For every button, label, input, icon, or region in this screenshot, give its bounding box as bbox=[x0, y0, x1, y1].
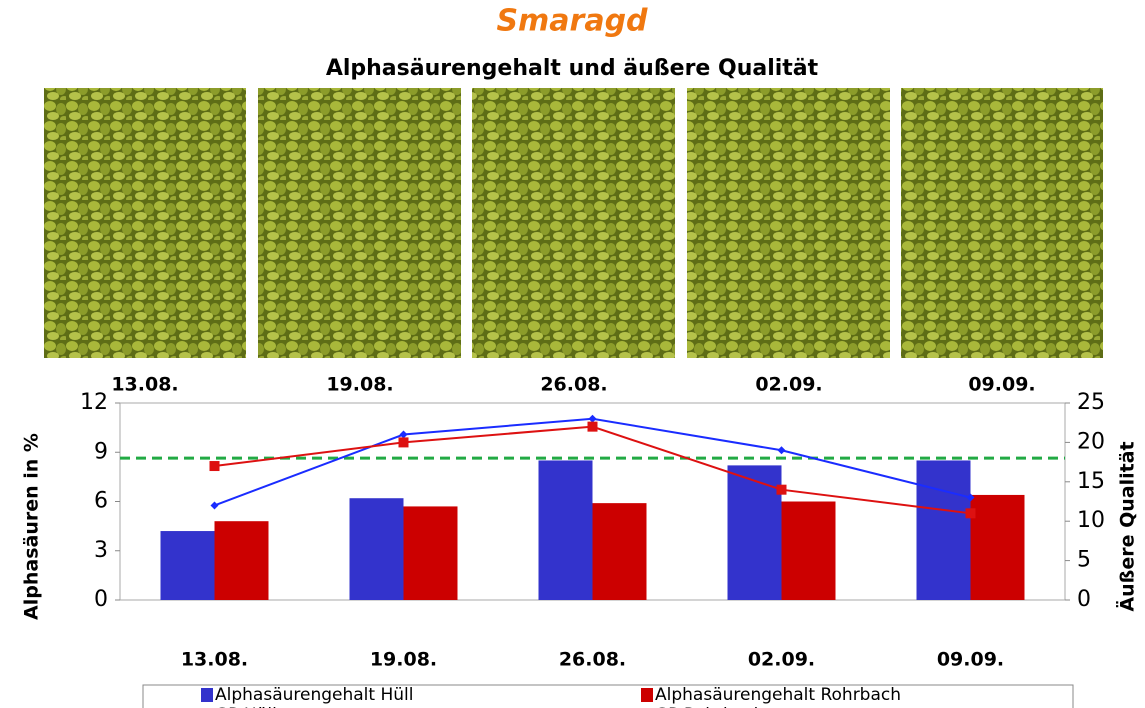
marker bbox=[210, 501, 219, 510]
marker bbox=[587, 421, 598, 432]
y-tick-label: 9 bbox=[94, 439, 108, 464]
marker bbox=[777, 446, 786, 455]
bar bbox=[538, 460, 593, 600]
x-tick-label: 13.08. bbox=[181, 649, 248, 671]
chart-subtitle: Alphasäurengehalt und äußere Qualität bbox=[326, 56, 819, 81]
marker bbox=[209, 461, 220, 472]
marker bbox=[776, 484, 787, 495]
bar bbox=[727, 465, 782, 600]
marker bbox=[966, 493, 975, 502]
photo-label: 19.08. bbox=[326, 374, 393, 396]
legend-label: GP Rohrbach bbox=[655, 705, 764, 708]
legend-label: Alphasäurengehalt Hüll bbox=[215, 685, 413, 705]
photo-label: 13.08. bbox=[111, 374, 178, 396]
y2-tick-label: 15 bbox=[1077, 469, 1105, 494]
legend-swatch bbox=[201, 688, 213, 702]
legend-swatch bbox=[641, 688, 653, 702]
y-tick-label: 3 bbox=[94, 538, 108, 563]
marker bbox=[965, 508, 976, 519]
bar bbox=[214, 521, 269, 600]
photo-label: 09.09. bbox=[968, 374, 1035, 396]
photo-label: 02.09. bbox=[755, 374, 822, 396]
legend-label: GP Hüll bbox=[215, 705, 277, 708]
y-tick-label: 12 bbox=[80, 390, 108, 415]
y2-axis-label: Äußere Qualität bbox=[1115, 441, 1139, 611]
bar bbox=[916, 460, 971, 600]
photo bbox=[258, 88, 461, 358]
bar bbox=[403, 506, 458, 600]
y2-tick-label: 25 bbox=[1077, 390, 1105, 415]
photo-label: 26.08. bbox=[540, 374, 607, 396]
chart-title: Smaragd bbox=[496, 4, 648, 39]
photo bbox=[472, 88, 675, 358]
y-axis-label: Alphasäuren in % bbox=[21, 433, 43, 620]
y2-tick-label: 20 bbox=[1077, 429, 1105, 454]
photos bbox=[44, 88, 1103, 358]
marker bbox=[588, 414, 597, 423]
y-tick-label: 0 bbox=[94, 587, 108, 612]
bar bbox=[781, 501, 836, 600]
x-tick-label: 26.08. bbox=[559, 649, 626, 671]
photo bbox=[687, 88, 890, 358]
legend-box bbox=[142, 684, 1074, 708]
bar bbox=[970, 494, 1025, 600]
bar bbox=[160, 531, 215, 600]
legend-label: Alphasäurengehalt Rohrbach bbox=[655, 685, 901, 705]
bar bbox=[592, 503, 647, 600]
y2-tick-label: 10 bbox=[1077, 508, 1105, 533]
x-tick-label: 19.08. bbox=[370, 649, 437, 671]
marker bbox=[398, 437, 409, 448]
y2-tick-label: 0 bbox=[1077, 587, 1091, 612]
marker bbox=[399, 430, 408, 439]
y-tick-label: 6 bbox=[94, 489, 108, 514]
x-tick-label: 09.09. bbox=[937, 649, 1004, 671]
photo bbox=[901, 88, 1103, 358]
x-tick-label: 02.09. bbox=[748, 649, 815, 671]
bar bbox=[349, 498, 404, 600]
y2-tick-label: 5 bbox=[1077, 548, 1091, 573]
photo bbox=[44, 88, 246, 358]
